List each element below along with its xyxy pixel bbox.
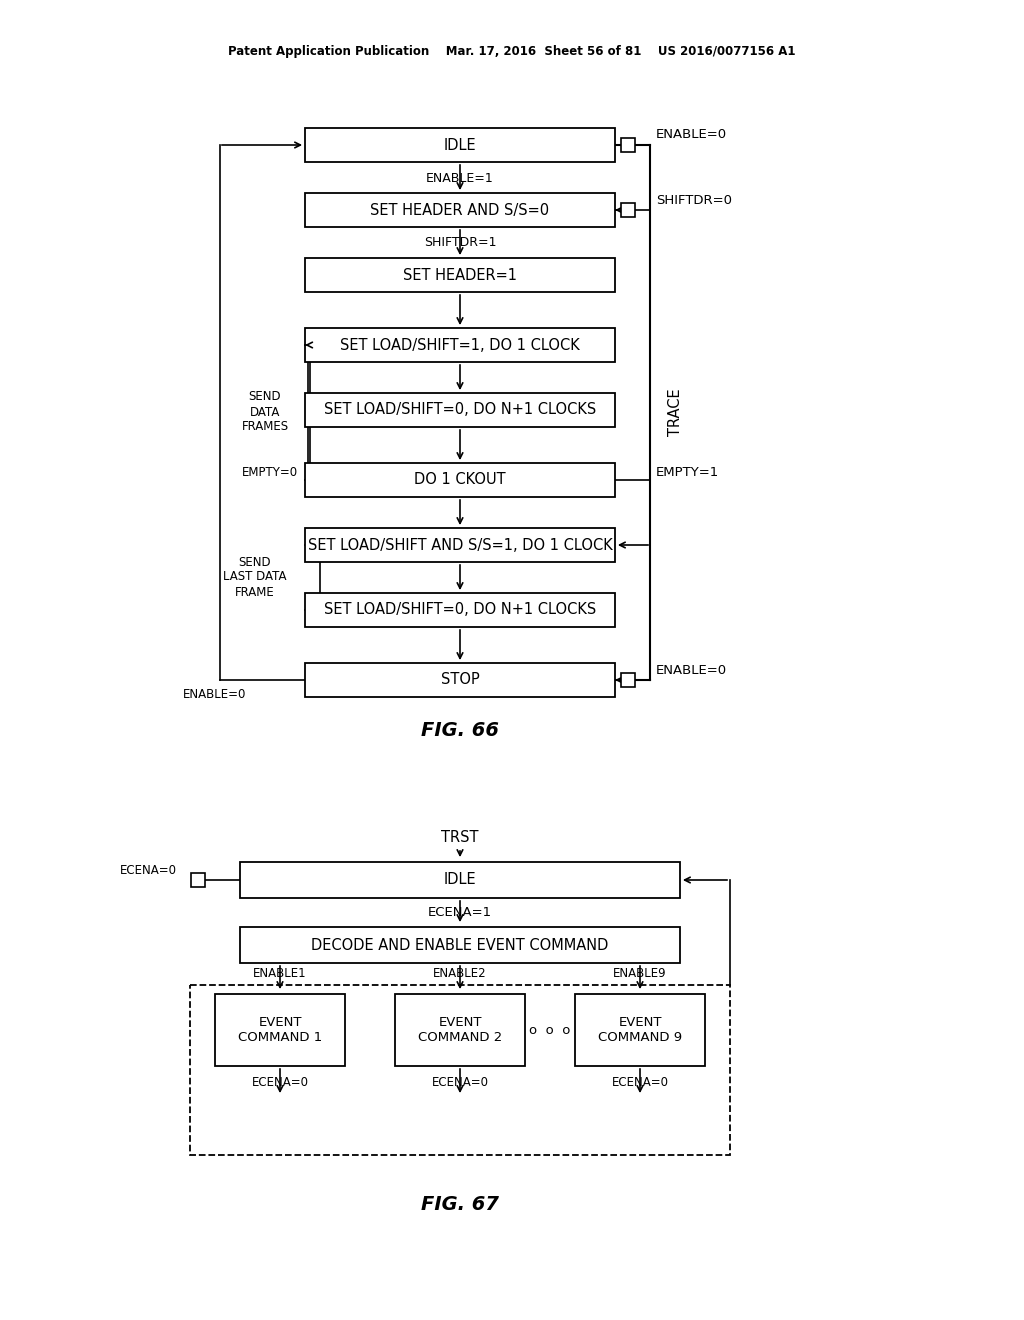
Text: ENABLE9: ENABLE9 [613, 968, 667, 981]
Text: ENABLE=1: ENABLE=1 [426, 172, 494, 185]
Text: SET LOAD/SHIFT=0, DO N+1 CLOCKS: SET LOAD/SHIFT=0, DO N+1 CLOCKS [324, 403, 596, 417]
Text: ENABLE1: ENABLE1 [253, 968, 307, 981]
Text: ECENA=0: ECENA=0 [611, 1076, 669, 1089]
Bar [305, 193, 615, 227]
Text: EMPTY=1: EMPTY=1 [656, 466, 719, 479]
Bar [305, 463, 615, 498]
Text: SHIFTDR=1: SHIFTDR=1 [424, 236, 497, 249]
Text: ENABLE=0: ENABLE=0 [656, 128, 727, 141]
Text: ECENA=0: ECENA=0 [252, 1076, 308, 1089]
Text: EVENT
COMMAND 1: EVENT COMMAND 1 [238, 1016, 323, 1044]
Text: SEND
DATA
FRAMES: SEND DATA FRAMES [242, 391, 289, 433]
Bar [621, 203, 635, 216]
Bar [575, 994, 705, 1067]
Text: SHIFTDR=0: SHIFTDR=0 [656, 194, 732, 206]
Text: IDLE: IDLE [443, 873, 476, 887]
Bar [395, 994, 525, 1067]
Text: Patent Application Publication    Mar. 17, 2016  Sheet 56 of 81    US 2016/00771: Patent Application Publication Mar. 17, … [228, 45, 796, 58]
Text: ENABLE2: ENABLE2 [433, 968, 486, 981]
Bar [190, 985, 730, 1155]
Bar [215, 994, 345, 1067]
Bar [305, 593, 615, 627]
Text: DO 1 CKOUT: DO 1 CKOUT [414, 473, 506, 487]
Text: SET HEADER=1: SET HEADER=1 [403, 268, 517, 282]
Text: TRACE: TRACE [668, 388, 683, 436]
Bar [621, 673, 635, 686]
Text: ECENA=1: ECENA=1 [428, 906, 493, 919]
Text: SET LOAD/SHIFT=1, DO 1 CLOCK: SET LOAD/SHIFT=1, DO 1 CLOCK [340, 338, 580, 352]
Text: SET HEADER AND S/S=0: SET HEADER AND S/S=0 [371, 202, 550, 218]
Bar [240, 862, 680, 898]
Bar [305, 663, 615, 697]
Bar [305, 327, 615, 362]
Text: IDLE: IDLE [443, 137, 476, 153]
Text: EVENT
COMMAND 2: EVENT COMMAND 2 [418, 1016, 502, 1044]
Text: FIG. 67: FIG. 67 [421, 1196, 499, 1214]
Text: TRST: TRST [441, 830, 479, 846]
Text: EVENT
COMMAND 9: EVENT COMMAND 9 [598, 1016, 682, 1044]
Text: SET LOAD/SHIFT=0, DO N+1 CLOCKS: SET LOAD/SHIFT=0, DO N+1 CLOCKS [324, 602, 596, 618]
Text: STOP: STOP [440, 672, 479, 688]
Text: ENABLE=0: ENABLE=0 [183, 688, 247, 701]
Text: SET LOAD/SHIFT AND S/S=1, DO 1 CLOCK: SET LOAD/SHIFT AND S/S=1, DO 1 CLOCK [307, 537, 612, 553]
Bar [305, 128, 615, 162]
Bar [240, 927, 680, 964]
Bar [191, 873, 205, 887]
Text: ENABLE=0: ENABLE=0 [656, 664, 727, 676]
Text: EMPTY=0: EMPTY=0 [242, 466, 298, 479]
Text: ECENA=0: ECENA=0 [431, 1076, 488, 1089]
Bar [305, 528, 615, 562]
Text: FIG. 66: FIG. 66 [421, 721, 499, 739]
Text: o  o  o: o o o [529, 1023, 570, 1036]
Bar [305, 257, 615, 292]
Text: DECODE AND ENABLE EVENT COMMAND: DECODE AND ENABLE EVENT COMMAND [311, 937, 608, 953]
Text: SEND
LAST DATA
FRAME: SEND LAST DATA FRAME [223, 556, 287, 598]
Bar [305, 393, 615, 426]
Bar [621, 139, 635, 152]
Text: ECENA=0: ECENA=0 [120, 863, 177, 876]
